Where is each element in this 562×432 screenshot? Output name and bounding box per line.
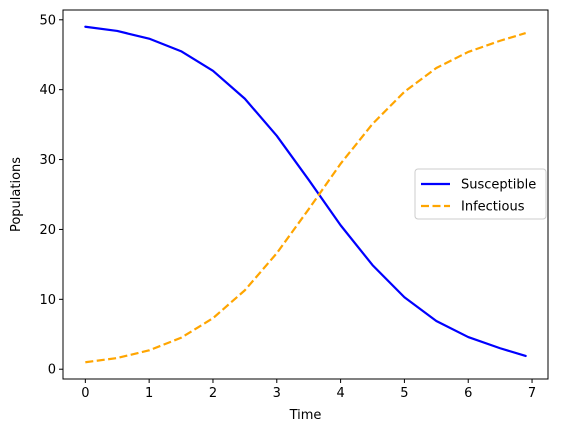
legend-label-susceptible: Susceptible <box>461 178 536 193</box>
x-tick-label: 5 <box>400 386 408 401</box>
y-tick-label: 40 <box>39 83 56 98</box>
x-axis-ticks: 0 1 2 3 4 5 6 7 <box>81 379 536 401</box>
x-tick-label: 2 <box>209 386 217 401</box>
y-tick-label: 30 <box>39 153 56 168</box>
y-tick-label: 0 <box>48 363 56 378</box>
x-tick-label: 0 <box>81 386 89 401</box>
x-axis-label: Time <box>289 408 322 423</box>
axes-frame <box>62 9 549 380</box>
x-tick-label: 4 <box>336 386 344 401</box>
y-tick-label: 20 <box>39 223 56 238</box>
series-line-infectious <box>85 32 526 364</box>
x-tick-label: 3 <box>273 386 281 401</box>
legend: Susceptible Infectious <box>414 168 547 220</box>
x-tick-label: 1 <box>145 386 153 401</box>
y-tick-label: 50 <box>39 13 56 28</box>
series-line-susceptible <box>84 25 527 358</box>
series-layer <box>84 25 527 364</box>
y-tick-label: 10 <box>39 293 56 308</box>
x-tick-label: 7 <box>528 386 536 401</box>
legend-label-infectious: Infectious <box>461 200 525 215</box>
plot-area <box>62 9 549 380</box>
y-axis-label: Populations <box>9 157 24 232</box>
x-tick-label: 6 <box>464 386 472 401</box>
y-axis-ticks: 0 10 20 30 40 50 <box>39 13 63 378</box>
